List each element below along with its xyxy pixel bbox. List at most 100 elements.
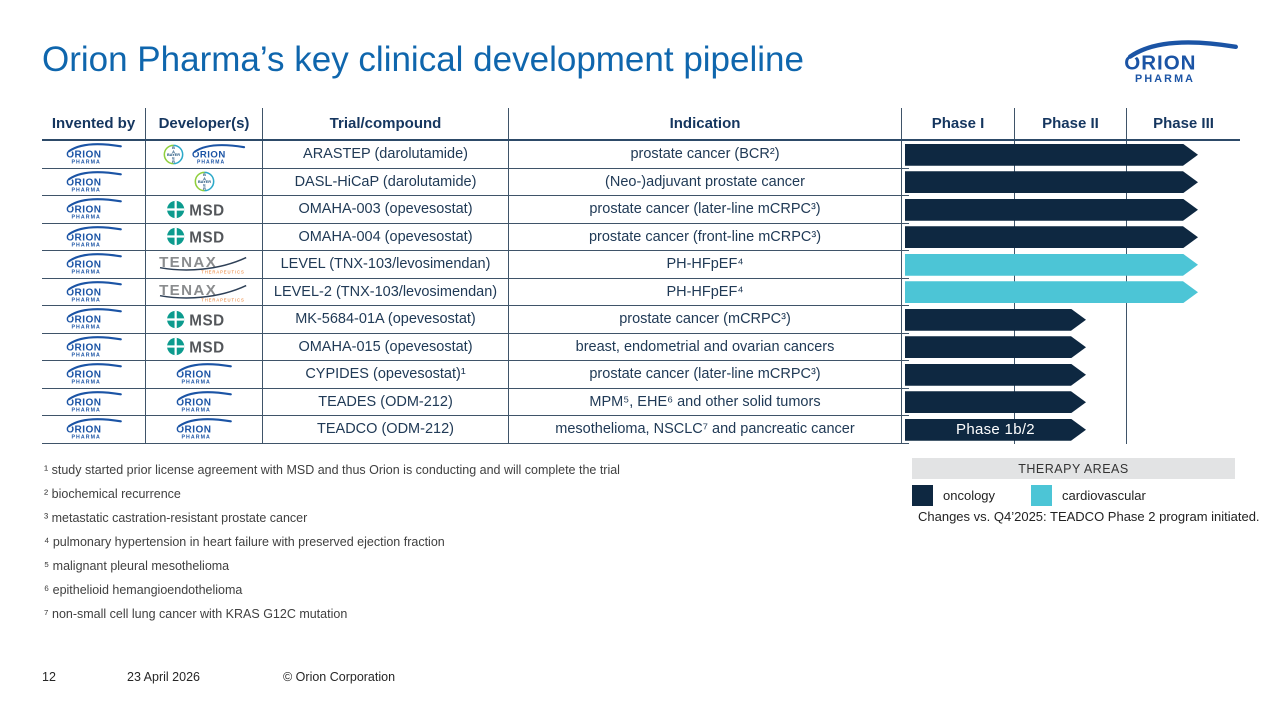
trial-cell: LEVEL (TNX-103/levosimendan) (263, 251, 509, 279)
invented-by-cell (42, 306, 146, 334)
indication-cell: PH-HFpEF⁴ (509, 278, 902, 306)
trial-cell: OMAHA-015 (opevesostat) (263, 333, 509, 361)
phase-progress-arrow (905, 281, 1198, 303)
indication-cell: MPM⁵, EHE⁶ and other solid tumors (509, 388, 902, 416)
table-header-row: Invented by Developer(s) Trial/compound … (42, 108, 1240, 141)
page-number: 12 (42, 670, 56, 684)
invented-by-cell (42, 278, 146, 306)
orion-logo-icon (65, 143, 123, 165)
legend-title: THERAPY AREAS (912, 458, 1235, 479)
invented-by-cell (42, 388, 146, 416)
phase-progress-arrow (905, 336, 1086, 358)
trial-cell: TEADCO (ODM-212) (263, 416, 509, 444)
phase-progress-arrow (905, 144, 1198, 166)
trial-cell: DASL-HiCaP (darolutamide) (263, 168, 509, 196)
orion-logo-icon (65, 336, 123, 358)
developer-cell (146, 388, 263, 416)
table-row: TEADES (ODM-212) MPM⁵, EHE⁶ and other so… (42, 388, 1240, 416)
orion-logo-icon (65, 391, 123, 413)
invented-by-cell (42, 168, 146, 196)
orion-logo-icon (65, 198, 123, 220)
indication-cell: (Neo-)adjuvant prostate cancer (509, 168, 902, 196)
indication-cell: PH-HFpEF⁴ (509, 251, 902, 279)
phase-progress-arrow (905, 199, 1198, 221)
msd-logo-icon (166, 226, 242, 247)
phase-progress-arrow (905, 309, 1086, 331)
developer-cell (146, 333, 263, 361)
phase-bar-label: Phase 1b/2 (956, 421, 1035, 439)
orion-logo-icon (65, 418, 123, 440)
developer-cell (146, 196, 263, 224)
orion-logo-icon (65, 226, 123, 248)
trial-cell: ARASTEP (darolutamide) (263, 141, 509, 169)
indication-cell: prostate cancer (later-line mCRPC³) (509, 196, 902, 224)
orion-logo-icon (191, 144, 246, 165)
table-row: LEVEL-2 (TNX-103/levosimendan) PH-HFpEF⁴ (42, 278, 1240, 306)
invented-by-cell (42, 141, 146, 169)
developer-cell (146, 168, 263, 196)
trial-cell: MK-5684-01A (opevesostat) (263, 306, 509, 334)
phase-progress-arrow: Phase 1b/2 (905, 419, 1086, 441)
footnote-5: ⁵ malignant pleural mesothelioma (44, 559, 230, 573)
orion-logo-icon (65, 253, 123, 275)
table-row: OMAHA-015 (opevesostat) breast, endometr… (42, 333, 1240, 361)
phase-progress-arrow (905, 364, 1086, 386)
trial-cell: LEVEL-2 (TNX-103/levosimendan) (263, 278, 509, 306)
orion-pharma-brand-logo (1122, 40, 1240, 90)
msd-logo-icon (166, 309, 242, 330)
changes-note: Changes vs. Q4’2025: TEADCO Phase 2 prog… (918, 509, 1260, 524)
table-row: DASL-HiCaP (darolutamide) (Neo-)adjuvant… (42, 168, 1240, 196)
footnote-1: ¹ study started prior license agreement … (44, 463, 620, 477)
orion-logo-icon (1122, 40, 1240, 85)
col-header-indication: Indication (509, 108, 902, 139)
developer-cell (146, 251, 263, 279)
orion-logo-icon (175, 363, 233, 385)
phase-progress-arrow (905, 171, 1198, 193)
table-row: ARASTEP (darolutamide) prostate cancer (… (42, 141, 1240, 169)
table-row: TEADCO (ODM-212) mesothelioma, NSCLC⁷ an… (42, 416, 1240, 444)
invented-by-cell (42, 416, 146, 444)
invented-by-cell (42, 333, 146, 361)
indication-cell: prostate cancer (mCRPC³) (509, 306, 902, 334)
phase-progress-arrow (905, 254, 1198, 276)
developer-cell (146, 223, 263, 251)
col-header-phase-1: Phase I (902, 108, 1015, 139)
col-header-phase-3: Phase III (1153, 115, 1214, 132)
msd-logo-icon (166, 199, 242, 220)
therapy-areas-legend: THERAPY AREAS oncology cardiovascular (912, 458, 1235, 506)
invented-by-cell (42, 251, 146, 279)
phase-progress-arrow (905, 226, 1198, 248)
table-row: LEVEL (TNX-103/levosimendan) PH-HFpEF⁴ (42, 251, 1240, 279)
invented-by-cell (42, 361, 146, 389)
table-row: CYPIDES (opevesostat)¹ prostate cancer (… (42, 361, 1240, 389)
footer-copyright: © Orion Corporation (283, 670, 396, 684)
col-header-invented-by: Invented by (42, 108, 146, 139)
developer-cell (146, 361, 263, 389)
table-row: MK-5684-01A (opevesostat) prostate cance… (42, 306, 1240, 334)
cardiovascular-swatch (1031, 485, 1053, 506)
orion-logo-icon (65, 308, 123, 330)
indication-cell: prostate cancer (BCR²) (509, 141, 902, 169)
phase-progress-arrow (905, 391, 1086, 413)
oncology-swatch (912, 485, 933, 506)
trial-cell: TEADES (ODM-212) (263, 388, 509, 416)
msd-logo-icon (166, 336, 242, 357)
footnote-4: ⁴ pulmonary hypertension in heart failur… (44, 535, 445, 549)
indication-cell: mesothelioma, NSCLC⁷ and pancreatic canc… (509, 416, 902, 444)
oncology-label: oncology (943, 488, 996, 503)
trial-cell: OMAHA-003 (opevesostat) (263, 196, 509, 224)
page-title: Orion Pharma’s key clinical development … (42, 40, 804, 79)
cardiovascular-label: cardiovascular (1062, 488, 1146, 503)
table-row: OMAHA-003 (opevesostat) prostate cancer … (42, 196, 1240, 224)
bayer-logo-icon (163, 144, 184, 165)
trial-cell: OMAHA-004 (opevesostat) (263, 223, 509, 251)
indication-cell: prostate cancer (later-line mCRPC³) (509, 361, 902, 389)
footer-date: 23 April 2026 (127, 670, 200, 684)
footnote-2: ² biochemical recurrence (44, 487, 181, 501)
footnote-6: ⁶ epithelioid hemangioendothelioma (44, 583, 243, 597)
orion-logo-icon (65, 363, 123, 385)
col-header-developers: Developer(s) (146, 108, 263, 139)
footnote-7: ⁷ non-small cell lung cancer with KRAS G… (44, 607, 348, 621)
trial-cell: CYPIDES (opevesostat)¹ (263, 361, 509, 389)
